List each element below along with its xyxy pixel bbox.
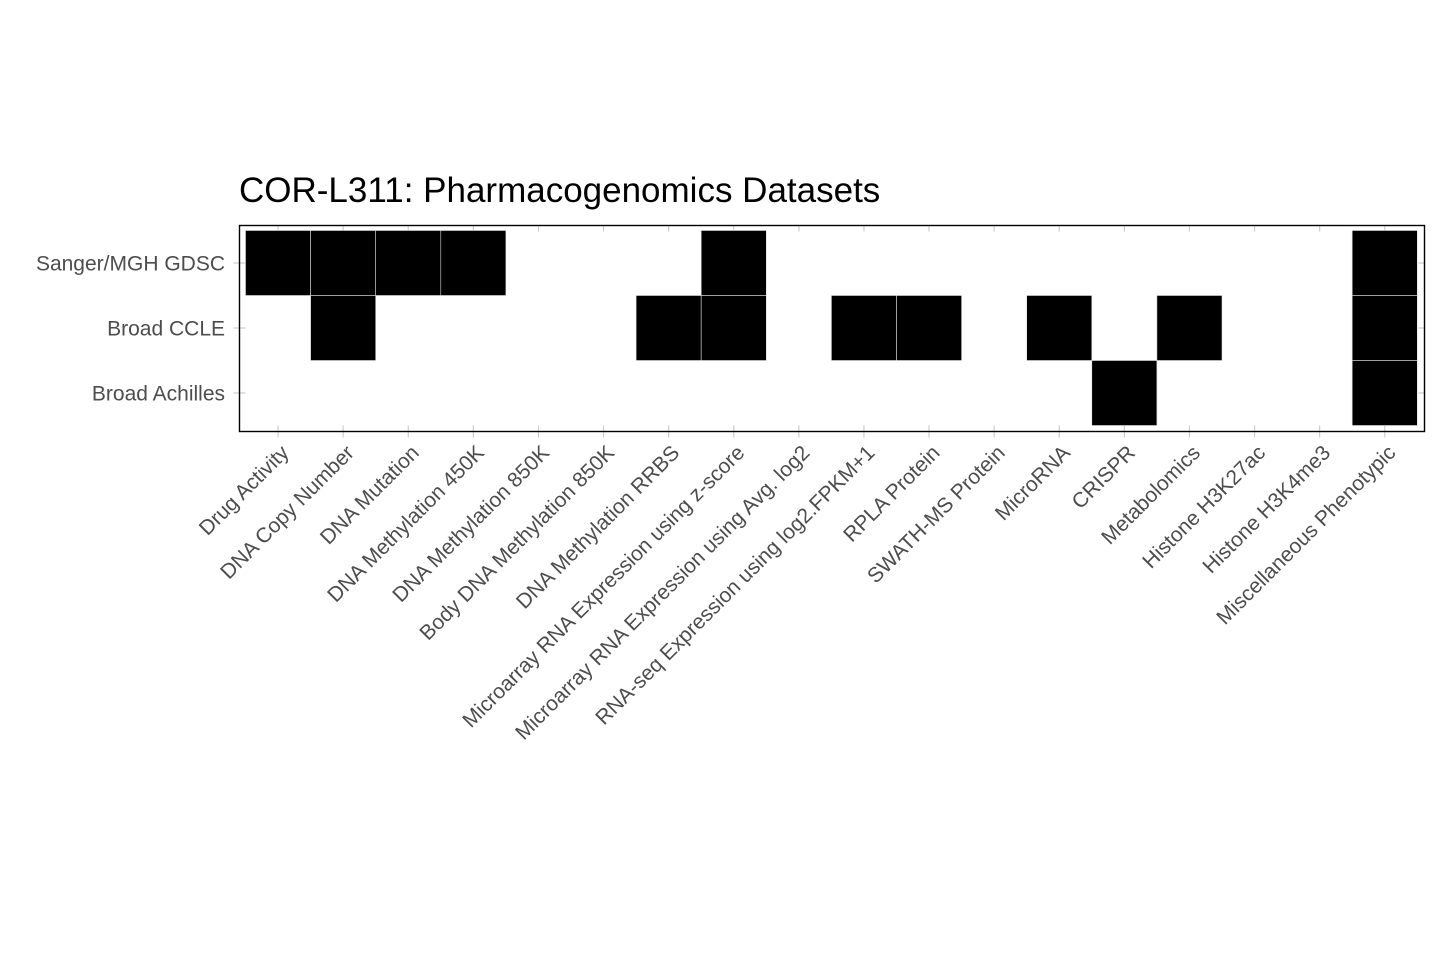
x-tick-label-histone-h3k27ac-15: Histone H3K27ac (1138, 441, 1270, 573)
heatmap-cell-r1-c12 (1026, 295, 1093, 361)
heatmap-cell-r0-c7 (700, 230, 767, 296)
y-tick-label-broad-ccle-1: Broad CCLE (107, 318, 225, 341)
heatmap-cell-r1-c9 (831, 295, 897, 361)
heatmap-cell-r0-c3 (440, 230, 507, 296)
heatmap-cell-r1-c17 (1351, 295, 1418, 361)
chart-title: COR-L311: Pharmacogenomics Datasets (239, 171, 880, 210)
heatmap-cell-r1-c14 (1156, 295, 1223, 361)
heatmap-cell-r0-c1 (310, 230, 377, 296)
y-tick-label-sanger-mgh-gdsc-0: Sanger/MGH GDSC (36, 253, 225, 276)
heatmap-cell-r2-c17 (1351, 360, 1418, 426)
heatmap-cell-r1-c7 (700, 295, 767, 361)
heatmap-cells (245, 230, 1418, 426)
heatmap-cell-r1-c6 (635, 295, 702, 361)
heatmap-cell-r1-c10 (896, 295, 962, 361)
y-tick-label-broad-achilles-2: Broad Achilles (92, 383, 225, 406)
heatmap-cell-r0-c17 (1351, 230, 1418, 296)
heatmap-cell-r0-c2 (375, 230, 442, 296)
heatmap-cell-r2-c13 (1091, 360, 1158, 426)
heatmap-cell-r0-c0 (245, 230, 311, 296)
heatmap-cell-r1-c1 (310, 295, 377, 361)
plot-panel-border (238, 224, 1426, 433)
tick-marks (233, 225, 1425, 438)
row-labels: Sanger/MGH GDSC Broad CCLE Broad Achilles (36, 253, 225, 406)
